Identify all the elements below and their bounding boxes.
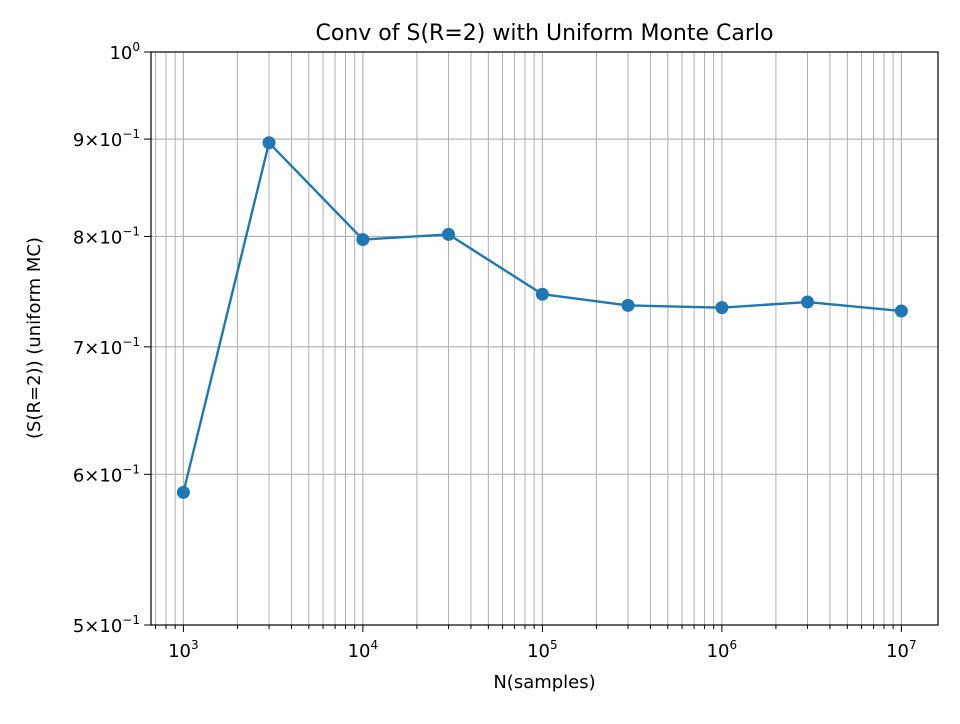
x-tick-label: 104	[348, 638, 379, 662]
data-point	[715, 301, 729, 315]
x-tick-label: 105	[527, 638, 558, 662]
data-point	[262, 136, 276, 150]
ticks-layer: 100 9×10−1 8×10−1 7×10−1 6×10−1 5×10−1 103 104 1…	[73, 40, 917, 662]
y-tick-label: 5×10−1	[73, 613, 140, 637]
chart-title: Conv of S(R=2) with Uniform Monte Carlo	[316, 21, 774, 46]
data-point	[535, 287, 549, 301]
x-tick-label: 107	[886, 638, 917, 662]
y-tick-label: 7×10−1	[73, 335, 140, 359]
x-tick-label: 106	[707, 638, 738, 662]
x-tick-label: 103	[168, 638, 199, 662]
y-tick-label: 9×10−1	[73, 127, 140, 151]
data-point	[894, 304, 908, 318]
plot-frame	[150, 51, 939, 626]
data-point	[801, 295, 815, 309]
y-tick-label: 6×10−1	[73, 462, 140, 486]
data-point	[356, 233, 370, 247]
data-point	[442, 227, 456, 241]
x-axis-label: N(samples)	[493, 672, 595, 693]
data-point	[621, 298, 635, 312]
y-tick-label: 100	[109, 40, 140, 64]
y-axis-label: (S(R=2)) (uniform MC)	[24, 237, 45, 439]
series-layer	[176, 136, 908, 499]
data-point	[176, 485, 190, 499]
y-tick-label: 8×10−1	[73, 224, 140, 248]
